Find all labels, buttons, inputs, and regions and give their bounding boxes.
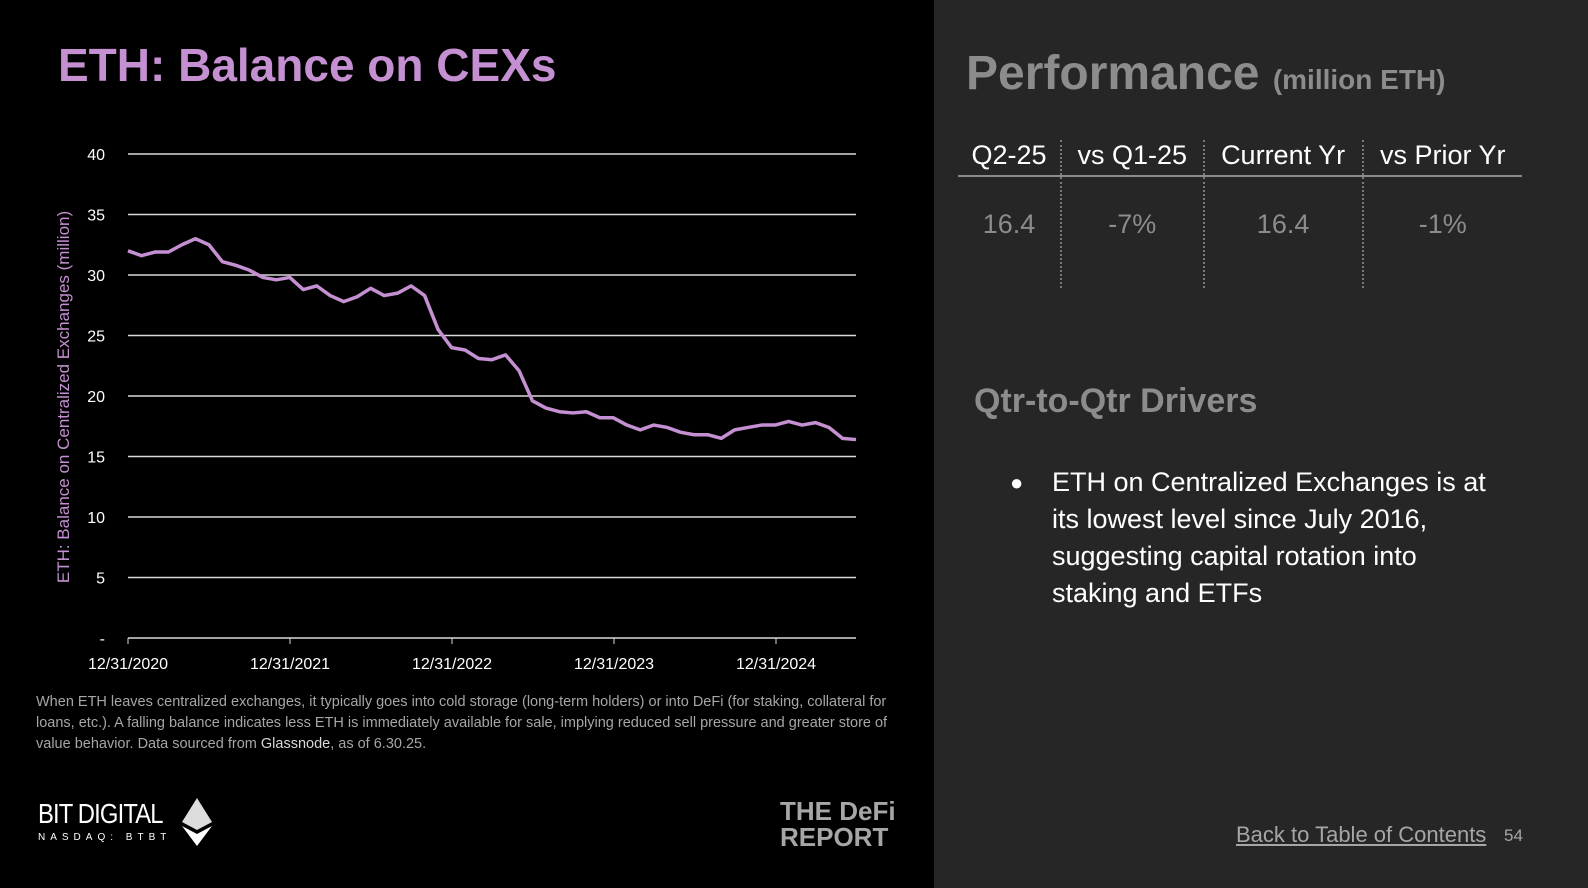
line-chart: - 5 10 15 20 25 30 35 40 12/31/2020 12/31/2021 12/3…: [54, 147, 857, 673]
cell: 16.4: [1202, 176, 1363, 288]
bit-digital-logo: BIT DIGITAL NASDAQ: BTBT: [38, 798, 212, 846]
y-tick-label: 30: [87, 268, 105, 285]
cell: -1%: [1361, 176, 1522, 288]
y-tick-label: 40: [87, 147, 105, 164]
y-tick-label: -: [100, 631, 105, 648]
x-tick-label: 12/31/2021: [250, 656, 330, 673]
cell: -7%: [1059, 176, 1204, 288]
back-to-toc-link[interactable]: Back to Table of Contents: [1236, 822, 1487, 847]
y-tick-label: 10: [87, 510, 105, 527]
unit-label: (million ETH): [1272, 64, 1446, 95]
list-item: ETH on Centralized Exchanges is at its l…: [1010, 464, 1502, 612]
drivers-title: Qtr-to-Qtr Drivers: [974, 382, 1258, 420]
ethereum-icon: [182, 798, 212, 846]
y-axis-label: ETH: Balance on Centralized Exchanges (m…: [54, 211, 73, 583]
logo-line1: THE DeFi: [780, 796, 896, 826]
col-header: vs Q1-25: [1059, 140, 1204, 177]
performance-table: Q2-25 vs Q1-25 Current Yr vs Prior Yr 16.4-…: [958, 140, 1522, 288]
y-tick-label: 5: [96, 571, 105, 588]
x-tick-label: 12/31/2024: [736, 656, 816, 673]
x-tick-label: 12/31/2023: [574, 656, 654, 673]
col-header: vs Prior Yr: [1361, 140, 1522, 177]
cell: 16.4: [982, 209, 1036, 239]
chart-title: ETH: Balance on CEXs: [58, 39, 557, 91]
y-tick-label: 35: [87, 208, 105, 225]
chart-caption: When ETH leaves centralized exchanges, i…: [36, 692, 896, 755]
col-header: Q2-25: [958, 140, 1061, 177]
y-tick-label: 25: [87, 329, 105, 346]
title-text: Performance: [966, 47, 1260, 100]
chart-panel: ETH: Balance on CEXs - 5 10 15 20 25 30 35 40 12/…: [36, 39, 896, 850]
logo-text: BIT DIGITAL: [38, 798, 164, 829]
col-header: Current Yr: [1202, 140, 1363, 177]
series-line: [127, 236, 857, 442]
x-tick-label: 12/31/2020: [88, 656, 168, 673]
logo-ticker: NASDAQ: BTBT: [38, 832, 172, 843]
caption-text: When ETH leaves centralized exchanges, i…: [36, 694, 888, 752]
defi-report-logo: THE DeFi REPORT: [780, 798, 896, 850]
y-tick-label: 15: [87, 450, 105, 467]
page-number: 54: [1504, 826, 1523, 845]
y-tick-label: 20: [87, 389, 105, 406]
caption-date: , as of 6.30.25.: [330, 736, 427, 752]
performance-panel: Performance (million ETH) Q2-25 vs Q1-25 C…: [934, 0, 1588, 888]
logo-line2: REPORT: [780, 822, 889, 852]
x-tick-label: 12/31/2022: [412, 656, 492, 673]
glassnode-source: Glassnode: [260, 736, 331, 752]
performance-title: Performance (million ETH): [966, 46, 1445, 101]
drivers-list: ETH on Centralized Exchanges is at its l…: [1010, 464, 1502, 612]
